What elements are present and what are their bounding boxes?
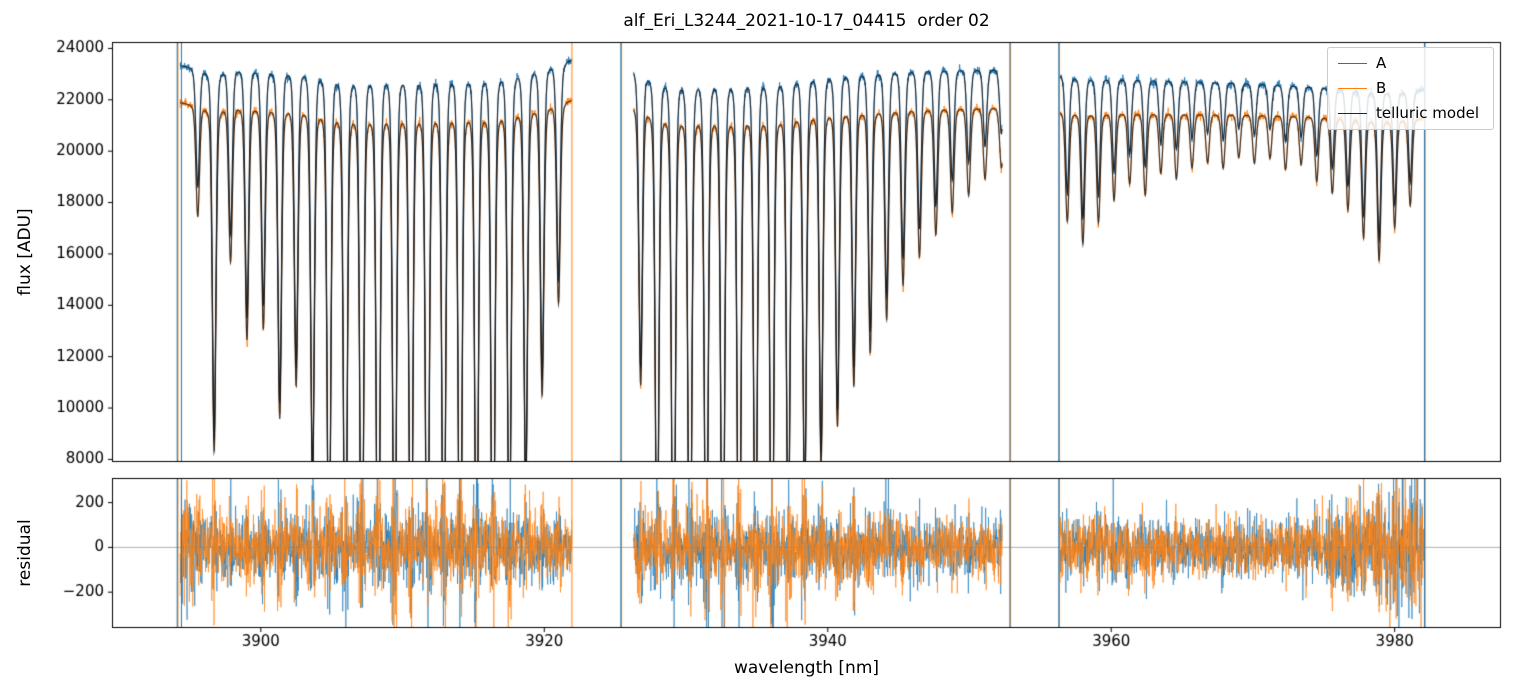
legend-entry-b: B <box>1337 79 1479 97</box>
legend-entry-telluric-model: telluric model <box>1337 104 1479 122</box>
legend: A B telluric model <box>1326 47 1494 130</box>
plot-title: alf_Eri_L3244_2021-10-17_04415 order 02 <box>623 11 990 31</box>
legend-label-b: B <box>1375 79 1387 97</box>
legend-line-swatch-b <box>1337 88 1367 89</box>
legend-line-swatch-a <box>1337 63 1367 64</box>
residual-axis-label: residual <box>15 519 35 587</box>
legend-label-telluric: telluric model <box>1375 104 1479 122</box>
legend-entry-a: A <box>1337 54 1479 72</box>
wavelength-axis-label: wavelength [nm] <box>733 658 880 678</box>
legend-line-swatch-telluric <box>1337 113 1367 114</box>
flux-axis-label: flux [ADU] <box>15 208 35 296</box>
legend-label-a: A <box>1375 54 1387 72</box>
